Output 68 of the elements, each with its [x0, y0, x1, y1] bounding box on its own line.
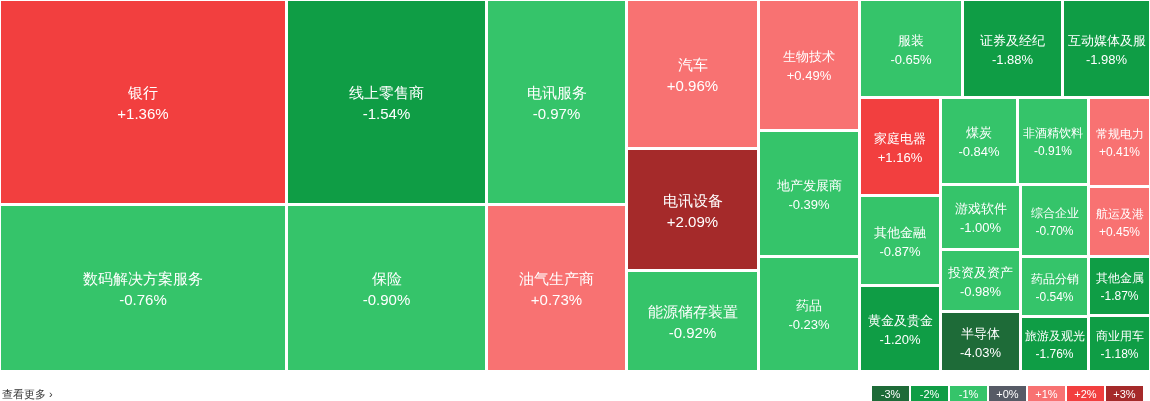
category-label: 银行 [127, 84, 158, 101]
data-label: +0.96% [666, 77, 719, 94]
data-label: +0.49% [786, 68, 832, 83]
data-label: +3% [1113, 388, 1136, 400]
data-label: +0% [996, 388, 1019, 400]
data-label: -1.98% [1085, 51, 1128, 67]
category-label: 其他金属 [1095, 271, 1144, 285]
category-label: 药品分销 [1030, 271, 1079, 286]
data-label: +0.73% [530, 291, 583, 308]
data-label: +0.41% [1098, 145, 1141, 159]
category-label: 黄金及贵金 [867, 312, 933, 328]
category-label: 煤炭 [966, 125, 992, 140]
category-label: 地产发展商 [775, 177, 842, 193]
data-label: -0.92% [668, 324, 717, 341]
category-label: 旅游及观光 [1024, 329, 1085, 343]
category-label: 半导体 [961, 325, 1000, 341]
data-label: +1.16% [877, 149, 923, 165]
data-label: -4.03% [959, 344, 1002, 360]
category-label: 保险 [371, 270, 402, 287]
data-label: -1.54% [362, 105, 411, 122]
category-label: 证券及经纪 [980, 32, 1045, 48]
data-label: -1.20% [879, 331, 922, 347]
category-label: 油气生产商 [519, 270, 594, 287]
data-label: -0.91% [1033, 144, 1073, 158]
data-label: -1.00% [959, 220, 1002, 235]
category-label: 投资及资产 [947, 264, 1013, 280]
data-label: +0.45% [1098, 224, 1141, 239]
category-label: 家庭电器 [874, 130, 926, 146]
category-label: 生物技术 [783, 49, 835, 64]
data-label: -0.54% [1035, 289, 1074, 304]
data-label: -0.98% [959, 283, 1002, 299]
data-label: +2.09% [666, 212, 719, 230]
data-label: +2% [1074, 388, 1097, 400]
category-label: 汽车 [677, 56, 708, 73]
data-label: -1.18% [1100, 346, 1139, 361]
data-label: -0.90% [362, 291, 411, 308]
category-label: 电讯设备 [662, 191, 723, 209]
category-label: 互动媒体及服 [1067, 32, 1146, 48]
data-label: -3% [880, 388, 901, 400]
category-label: 服装 [898, 32, 924, 48]
category-label: 电讯服务 [526, 84, 587, 101]
category-label: 非酒精饮料 [1023, 126, 1083, 140]
data-label: +1.36% [117, 105, 169, 122]
data-label: -1% [958, 388, 979, 400]
category-label: 综合企业 [1030, 205, 1079, 220]
data-label: -1.87% [1100, 289, 1139, 303]
category-label: 其他金融 [874, 224, 926, 240]
category-label: 线上零售商 [349, 84, 424, 101]
data-label: -2% [919, 388, 940, 400]
category-label: 能源储存装置 [647, 303, 738, 320]
data-label: -0.76% [119, 291, 167, 308]
data-label: -0.23% [788, 317, 831, 332]
data-label: +1% [1035, 388, 1058, 400]
category-label: 游戏软件 [954, 201, 1007, 216]
category-label: 航运及港 [1095, 206, 1144, 221]
data-label: -0.87% [879, 243, 922, 259]
data-label: -1.76% [1035, 347, 1074, 361]
text: 查看更多 › [2, 388, 54, 400]
category-label: 数码解决方案服务 [83, 270, 203, 287]
data-label: -0.65% [890, 51, 933, 67]
category-label: 常规电力 [1095, 127, 1144, 141]
data-label: -1.88% [991, 51, 1034, 67]
category-label: 药品 [796, 298, 822, 313]
data-label: -0.39% [788, 196, 831, 212]
data-label: -0.97% [532, 105, 581, 122]
data-label: -0.70% [1035, 223, 1074, 238]
category-label: 商业用车 [1095, 328, 1144, 343]
data-label: -0.84% [958, 144, 1001, 159]
